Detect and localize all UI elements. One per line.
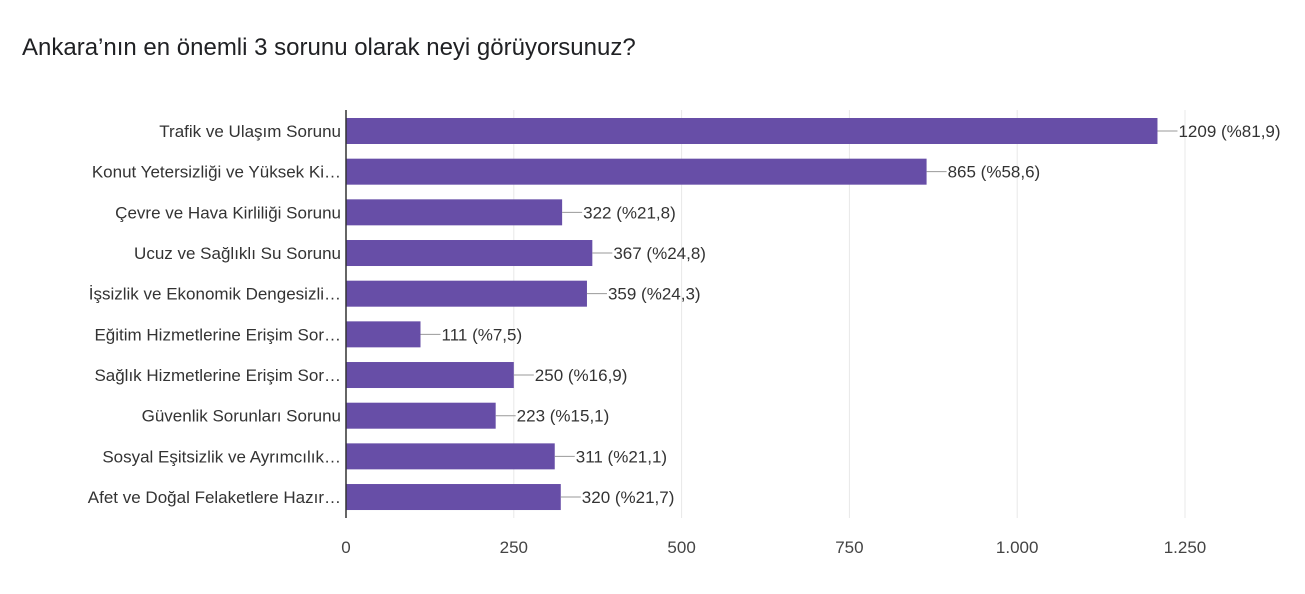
bar — [346, 362, 514, 389]
category-label: Ucuz ve Sağlıklı Su Sorunu — [134, 244, 341, 263]
category-label: Güvenlik Sorunları Sorunu — [142, 407, 341, 426]
bar — [346, 402, 496, 429]
bar — [346, 158, 927, 185]
category-label: Çevre ve Hava Kirliliği Sorunu — [115, 203, 341, 222]
data-label: 322 (%21,8) — [583, 203, 676, 222]
data-label: 111 (%7,5) — [442, 325, 523, 344]
category-label: Sosyal Eşitsizlik ve Ayrımcılık… — [102, 447, 341, 466]
x-tick-label: 0 — [341, 538, 350, 557]
category-label: Trafik ve Ulaşım Sorunu — [159, 122, 341, 141]
category-label: İşsizlik ve Ekonomik Dengesizli… — [89, 285, 341, 304]
x-tick-label: 500 — [667, 538, 695, 557]
category-label: Sağlık Hizmetlerine Erişim Sor… — [94, 366, 341, 385]
bar — [346, 118, 1158, 144]
data-label: 1209 (%81,9) — [1178, 122, 1280, 141]
category-label: Konut Yetersizliği ve Yüksek Ki… — [92, 163, 341, 182]
bar — [346, 443, 555, 470]
chart-title: Ankara’nın en önemli 3 sorunu olarak ney… — [22, 34, 636, 61]
data-label: 311 (%21,1) — [576, 447, 667, 466]
data-label: 223 (%15,1) — [517, 407, 610, 426]
bar — [346, 280, 587, 307]
x-tick-label: 750 — [835, 538, 863, 557]
x-tick-label: 1.000 — [996, 538, 1039, 557]
bar — [346, 321, 421, 348]
data-label: 359 (%24,3) — [608, 285, 701, 304]
bar — [346, 484, 561, 511]
data-label: 250 (%16,9) — [535, 366, 628, 385]
bar — [346, 240, 593, 267]
data-label: 865 (%58,6) — [948, 163, 1041, 182]
category-label: Eğitim Hizmetlerine Erişim Sor… — [94, 325, 341, 344]
data-label: 320 (%21,7) — [582, 488, 675, 507]
bar — [346, 199, 563, 226]
x-tick-label: 1.250 — [1164, 538, 1207, 557]
category-label: Afet ve Doğal Felaketlere Hazır… — [88, 488, 341, 507]
x-tick-label: 250 — [500, 538, 528, 557]
data-label: 367 (%24,8) — [613, 244, 706, 263]
